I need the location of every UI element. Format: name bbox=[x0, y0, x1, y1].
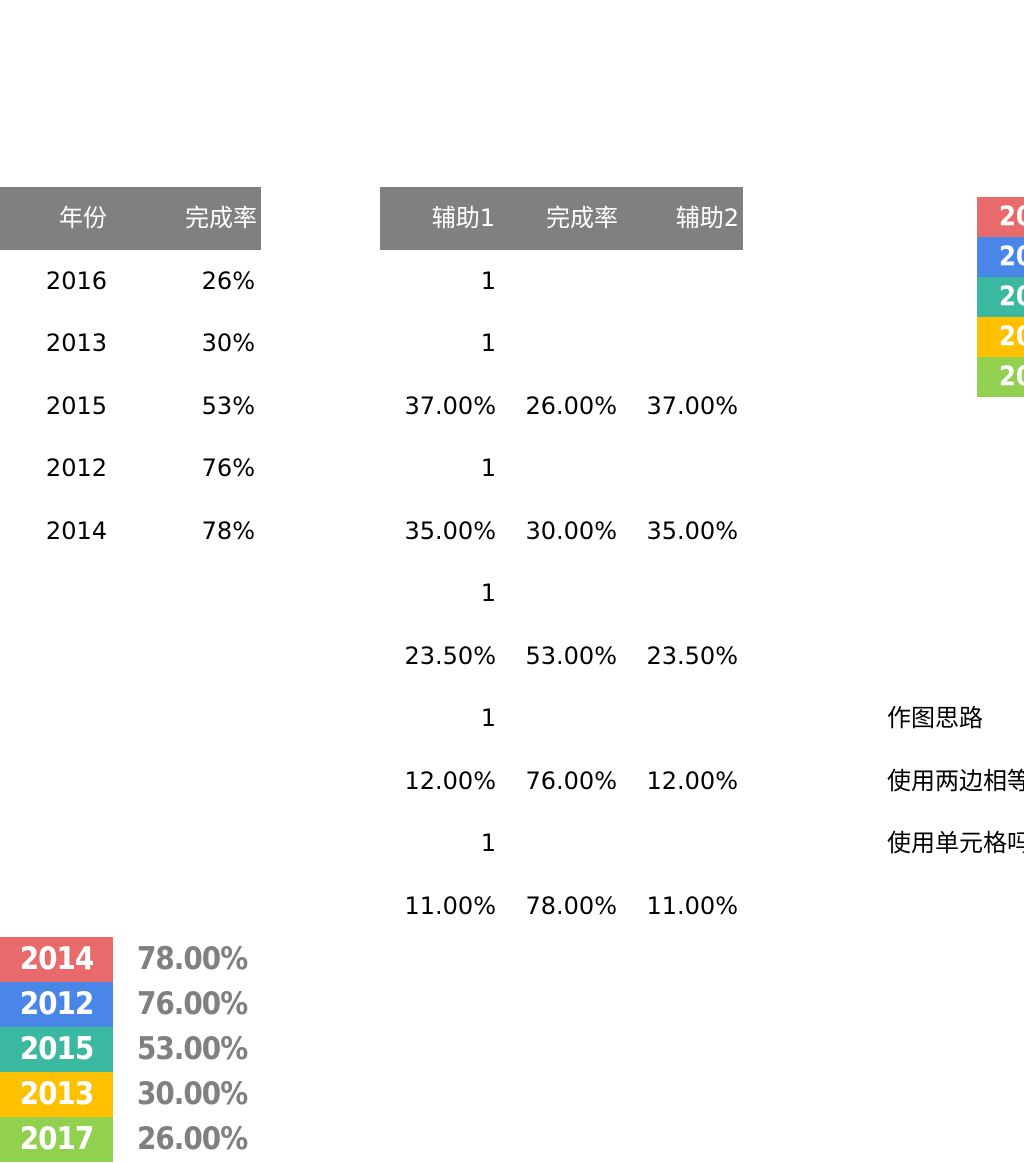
table1-header-year[interactable]: 年份 bbox=[59, 204, 107, 232]
table1-cell-year[interactable]: 2016 bbox=[45, 267, 107, 295]
table1-cell-completion[interactable]: 76% bbox=[201, 454, 255, 482]
table1-cell-completion[interactable]: 78% bbox=[201, 517, 255, 545]
legend-year-badge: 2013 bbox=[0, 1072, 113, 1117]
table2-cell-completion[interactable]: 30.00% bbox=[525, 517, 617, 545]
legend-year-badge: 2014 bbox=[0, 937, 113, 982]
legend-year-badge: 2012 bbox=[0, 982, 113, 1027]
table2-header-aux1[interactable]: 辅助1 bbox=[431, 204, 495, 232]
table2-cell-aux1[interactable]: 1 bbox=[480, 704, 496, 732]
legend-value: 26.00% bbox=[137, 1121, 248, 1157]
right-legend-item: 20 bbox=[977, 197, 1024, 237]
right-legend-item: 20 bbox=[977, 317, 1024, 357]
table1-header: 年份 完成率 bbox=[0, 187, 261, 250]
table2-cell-completion[interactable]: 26.00% bbox=[525, 392, 617, 420]
note-title[interactable]: 作图思路 bbox=[887, 704, 983, 732]
legend-value: 30.00% bbox=[137, 1076, 248, 1112]
note-line[interactable]: 使用单元格吗 bbox=[887, 829, 1024, 857]
table2-cell-aux1[interactable]: 1 bbox=[480, 329, 496, 357]
table2-cell-aux1[interactable]: 1 bbox=[480, 829, 496, 857]
table2-cell-aux2[interactable]: 35.00% bbox=[646, 517, 738, 545]
table1-cell-year[interactable]: 2012 bbox=[45, 454, 107, 482]
table2-cell-aux2[interactable]: 23.50% bbox=[646, 642, 738, 670]
table2-header-aux2[interactable]: 辅助2 bbox=[675, 204, 739, 232]
table2-cell-aux1[interactable]: 37.00% bbox=[404, 392, 496, 420]
table2-header: 辅助1 完成率 辅助2 bbox=[380, 187, 743, 250]
right-legend-item: 20 bbox=[977, 357, 1024, 397]
table1-cell-year[interactable]: 2014 bbox=[45, 517, 107, 545]
table2-cell-aux2[interactable]: 37.00% bbox=[646, 392, 738, 420]
table2-cell-aux1[interactable]: 11.00% bbox=[404, 892, 496, 920]
table2-cell-aux1[interactable]: 23.50% bbox=[404, 642, 496, 670]
table2-cell-aux2[interactable]: 12.00% bbox=[646, 767, 738, 795]
table1-cell-year[interactable]: 2013 bbox=[45, 329, 107, 357]
table2-cell-completion[interactable]: 53.00% bbox=[525, 642, 617, 670]
table2-cell-aux1[interactable]: 1 bbox=[480, 579, 496, 607]
table2-cell-aux1[interactable]: 35.00% bbox=[404, 517, 496, 545]
table1-cell-completion[interactable]: 26% bbox=[201, 267, 255, 295]
table1-header-completion[interactable]: 完成率 bbox=[185, 204, 257, 232]
table2-cell-aux1[interactable]: 1 bbox=[480, 267, 496, 295]
table2-cell-completion[interactable]: 76.00% bbox=[525, 767, 617, 795]
table1-cell-completion[interactable]: 53% bbox=[201, 392, 255, 420]
note-line[interactable]: 使用两边相等 bbox=[887, 767, 1024, 795]
legend-year-badge: 2015 bbox=[0, 1027, 113, 1072]
table2-header-completion[interactable]: 完成率 bbox=[546, 204, 618, 232]
table1-cell-completion[interactable]: 30% bbox=[201, 329, 255, 357]
table2-cell-aux2[interactable]: 11.00% bbox=[646, 892, 738, 920]
right-legend-item: 20 bbox=[977, 277, 1024, 317]
legend-value: 53.00% bbox=[137, 1031, 248, 1067]
table2-cell-aux1[interactable]: 12.00% bbox=[404, 767, 496, 795]
legend-value: 78.00% bbox=[137, 941, 248, 977]
right-legend-item: 20 bbox=[977, 237, 1024, 277]
table2-cell-aux1[interactable]: 1 bbox=[480, 454, 496, 482]
table1-cell-year[interactable]: 2015 bbox=[45, 392, 107, 420]
legend-year-badge: 2017 bbox=[0, 1117, 113, 1162]
legend-value: 76.00% bbox=[137, 986, 248, 1022]
table2-cell-completion[interactable]: 78.00% bbox=[525, 892, 617, 920]
